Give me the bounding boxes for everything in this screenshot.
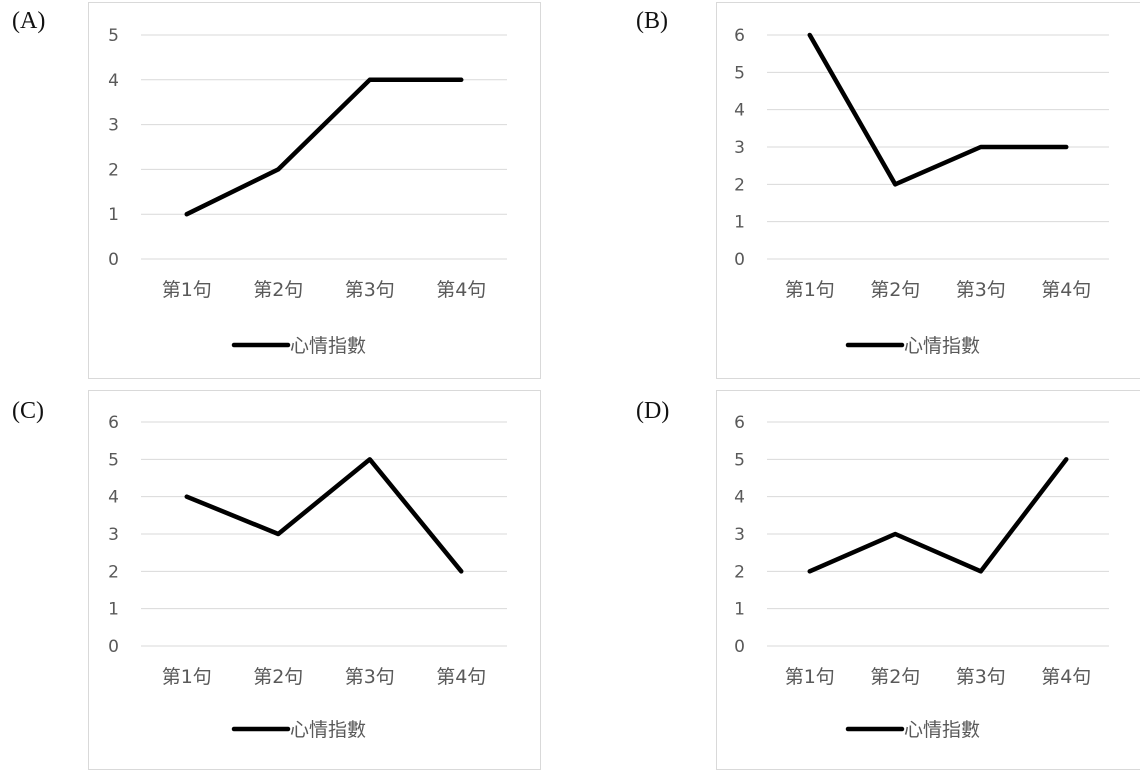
x-tick-label: 第3句	[956, 279, 1006, 301]
y-tick-label: 5	[734, 63, 745, 83]
chart-a: 0 1 2 3 4 5 第1句 第2句 第3句 第4句心情指數	[88, 2, 541, 379]
x-tick-label: 第1句	[785, 279, 835, 301]
y-tick-label: 4	[108, 488, 119, 508]
x-tick-label: 第4句	[436, 666, 486, 688]
x-tick-label: 第4句	[1041, 666, 1091, 688]
y-tick-label: 1	[108, 600, 119, 620]
y-tick-label: 3	[108, 116, 119, 136]
panel-label-d: (D)	[636, 398, 669, 425]
x-tick-label: 第3句	[345, 279, 395, 301]
panel-label-a: (A)	[12, 8, 45, 35]
y-tick-label: 0	[734, 637, 745, 657]
y-tick-label: 4	[734, 488, 745, 508]
y-tick-label: 6	[734, 413, 745, 433]
y-tick-label: 0	[108, 637, 119, 657]
legend-label: 心情指數	[904, 719, 980, 741]
y-tick-label: 5	[108, 450, 119, 470]
panel-label-c: (C)	[12, 398, 44, 425]
legend-label: 心情指數	[904, 335, 980, 357]
series-line	[187, 80, 462, 214]
x-tick-label: 第1句	[162, 279, 212, 301]
y-tick-label: 1	[108, 205, 119, 225]
chart-d: 0 1 2 3 4 5 6 第1句 第2句 第3句 第4句心情指數	[716, 390, 1140, 770]
y-tick-label: 2	[108, 160, 119, 180]
y-tick-label: 4	[734, 101, 745, 121]
y-tick-label: 0	[734, 250, 745, 270]
series-line	[187, 459, 462, 571]
x-tick-label: 第4句	[1041, 279, 1091, 301]
x-tick-label: 第3句	[956, 666, 1006, 688]
chart-c: 0 1 2 3 4 5 6 第1句 第2句 第3句 第4句心情指數	[88, 390, 541, 770]
y-tick-label: 3	[734, 138, 745, 158]
legend-label: 心情指數	[290, 719, 366, 741]
y-tick-label: 4	[108, 71, 119, 91]
series-line	[810, 459, 1067, 571]
x-tick-label: 第2句	[870, 666, 920, 688]
y-tick-label: 5	[734, 450, 745, 470]
x-tick-label: 第3句	[345, 666, 395, 688]
y-tick-label: 1	[734, 600, 745, 620]
x-tick-label: 第2句	[253, 279, 303, 301]
x-tick-label: 第1句	[785, 666, 835, 688]
y-tick-label: 6	[734, 26, 745, 46]
x-tick-label: 第1句	[162, 666, 212, 688]
legend-label: 心情指數	[290, 335, 366, 357]
panel-label-b: (B)	[636, 8, 668, 35]
y-tick-label: 0	[108, 250, 119, 270]
x-tick-label: 第4句	[436, 279, 486, 301]
y-tick-label: 6	[108, 413, 119, 433]
y-tick-label: 3	[734, 525, 745, 545]
chart-b: 0 1 2 3 4 5 6 第1句 第2句 第3句 第4句心情指數	[716, 2, 1140, 379]
y-tick-label: 2	[734, 175, 745, 195]
y-tick-label: 1	[734, 213, 745, 233]
x-tick-label: 第2句	[870, 279, 920, 301]
x-tick-label: 第2句	[253, 666, 303, 688]
y-tick-label: 3	[108, 525, 119, 545]
y-tick-label: 2	[108, 562, 119, 582]
y-tick-label: 2	[734, 562, 745, 582]
y-tick-label: 5	[108, 26, 119, 46]
